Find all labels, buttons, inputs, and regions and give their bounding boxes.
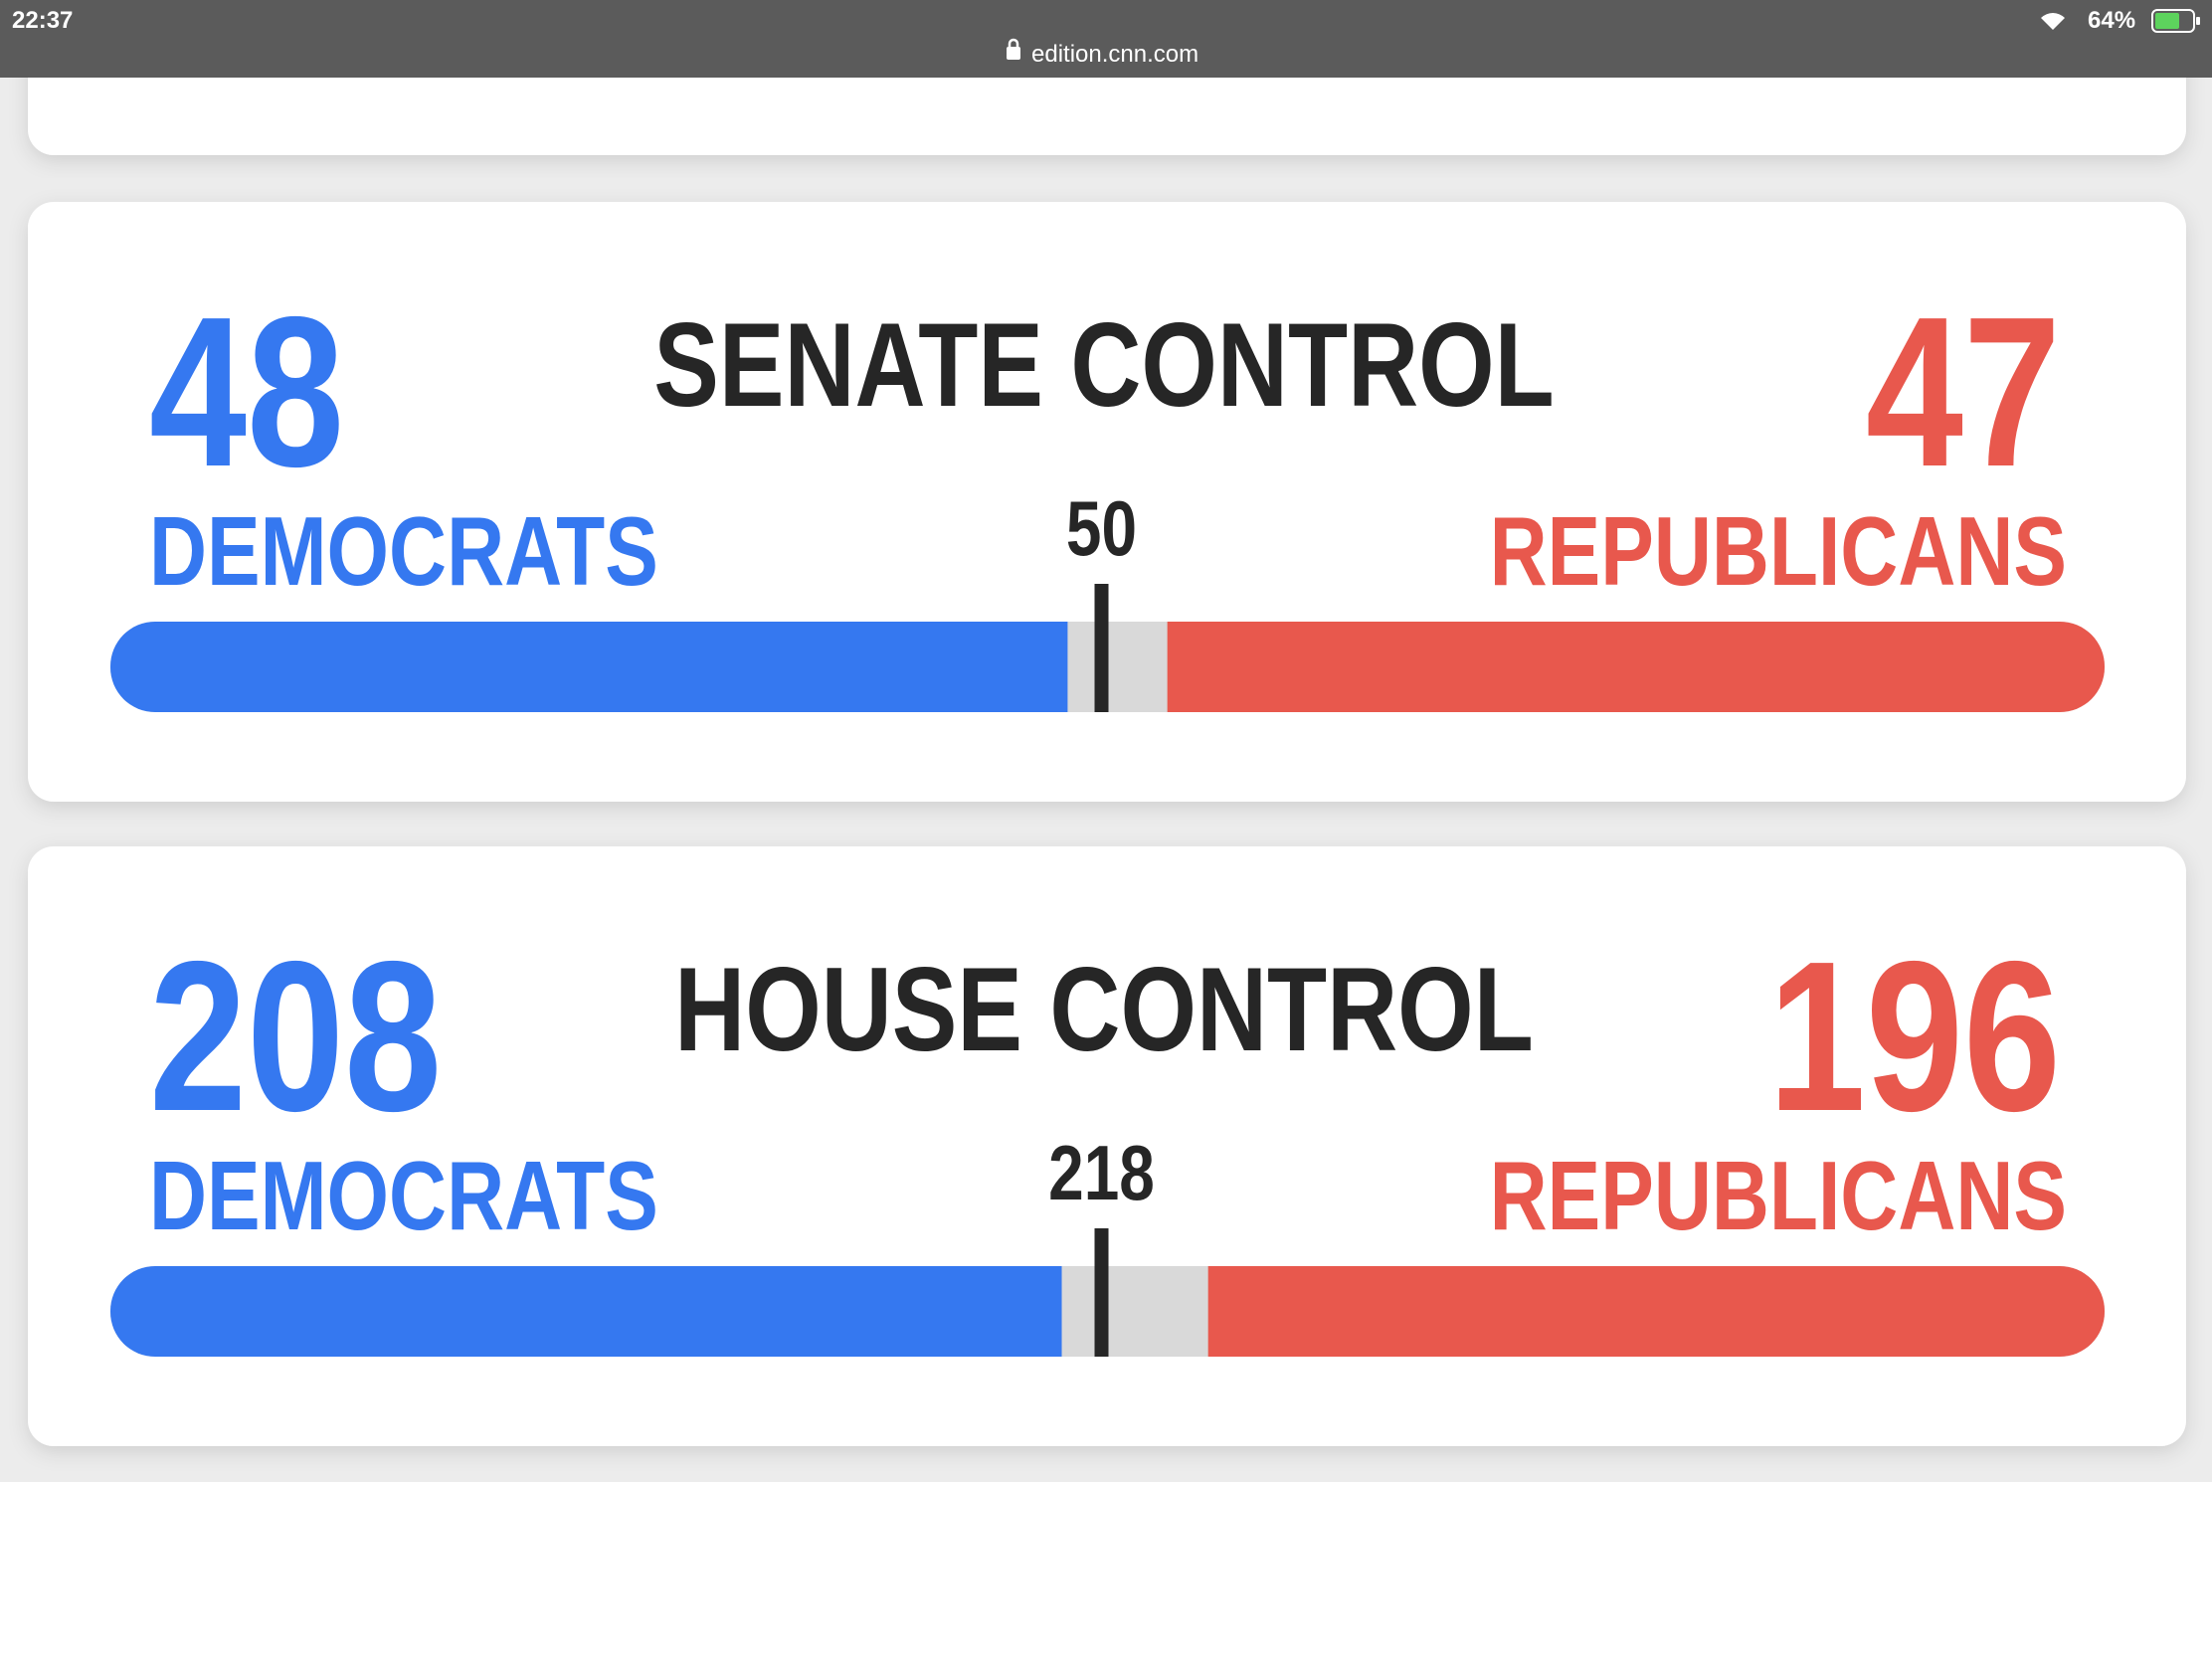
republicans-bar [1167,622,2105,712]
battery-icon [2151,9,2200,33]
url[interactable]: edition.cnn.com [1031,41,1198,68]
card-title: HOUSE CONTROL [674,944,1534,1076]
democrats-bar [110,622,1068,712]
threshold-label: 50 [1066,485,1137,572]
threshold-label: 218 [1048,1130,1155,1216]
wifi-icon [2041,13,2065,30]
page-footer-area [0,1482,2212,1659]
republicans-seats: 196 [1768,916,2061,1156]
republicans-label: REPUBLICANS [1490,496,2067,605]
republicans-bar [1207,1266,2105,1357]
democrats-label: DEMOCRATS [149,496,658,605]
threshold-marker [1094,584,1109,712]
democrats-label: DEMOCRATS [149,1141,658,1249]
democrats-seats: 48 [149,272,344,511]
democrats-bar [110,1266,1062,1357]
lock-icon [1007,38,1020,60]
status-time: 22:37 [12,7,73,34]
battery-level: 64% [2088,7,2135,34]
status-bar [0,0,2212,78]
card-title: SENATE CONTROL [653,299,1555,432]
seat-bar [110,622,2105,712]
republicans-label: REPUBLICANS [1490,1141,2067,1249]
threshold-marker [1094,1228,1109,1357]
democrats-seats: 208 [149,916,442,1156]
republicans-seats: 47 [1866,272,2061,511]
